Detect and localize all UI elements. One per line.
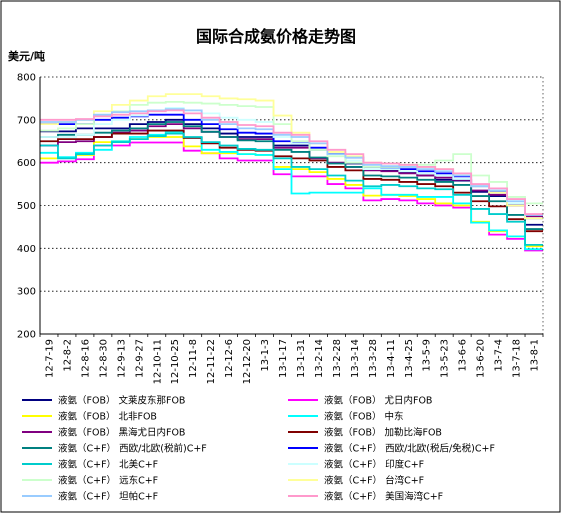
series-line-14 — [40, 109, 543, 215]
y-tick-label: 200 — [17, 330, 36, 341]
y-axis-unit-label: 美元/吨 — [8, 49, 45, 63]
legend-entry: 液氨（C+F） 坦帕C+F — [58, 491, 158, 503]
series-lines — [40, 93, 543, 252]
legend-entry: 液氨（FOB） 加勒比海FOB — [324, 427, 442, 439]
series-line-9 — [40, 132, 543, 246]
x-tick-label: 12-11-22 — [206, 339, 217, 384]
x-tick-label: 13-3-28 — [368, 339, 379, 378]
x-tick-label: 13-4-11 — [386, 339, 397, 378]
legend-entry: 液氨（FOB） 黑海尤日内FOB — [58, 427, 185, 439]
x-tick-label: 13-7-4 — [494, 339, 505, 372]
x-tick-label: 13-6-6 — [458, 339, 469, 372]
x-tick-label: 12-12-6 — [224, 339, 235, 378]
x-tick-label: 13-3-14 — [350, 339, 361, 378]
y-tick-labels: 200 300 400 500 600 700 800 — [17, 73, 36, 341]
x-tick-label: 12-7-19 — [44, 339, 55, 378]
x-tick-label: 12-9-27 — [134, 339, 145, 378]
x-tick-label: 13-2-28 — [332, 339, 343, 378]
legend-entry: 液氨（FOB） 文莱皮东那FOB — [58, 395, 185, 407]
y-tick-label: 700 — [17, 115, 36, 126]
legend-entry: 液氨（FOB） 中东 — [324, 411, 403, 423]
y-tick-label: 800 — [17, 73, 36, 84]
legend-entry: 液氨（FOB） 尤日内FOB — [324, 395, 432, 407]
x-tick-label: 12-9-13 — [116, 339, 127, 378]
series-line-13 — [40, 108, 543, 216]
axes — [39, 77, 544, 337]
legend-entry: 液氨（FOB） 北非FOB — [58, 411, 157, 423]
legend: 液氨（FOB） 文莱皮东那FOB 液氨（FOB） 尤日内FOB 液氨（FOB） 北非… — [22, 395, 495, 503]
x-tick-label: 13-8-1 — [530, 339, 541, 372]
x-tick-label: 12-12-20 — [242, 339, 253, 384]
y-tick-label: 300 — [17, 287, 36, 298]
x-tick-label: 13-1-17 — [278, 339, 289, 378]
x-tick-label: 12-10-25 — [170, 339, 181, 384]
x-tick-label: 13-6-20 — [476, 339, 487, 378]
x-tick-label: 13-2-14 — [314, 339, 325, 378]
legend-entry: 液氨（C+F） 印度C+F — [324, 459, 424, 471]
x-tick-label: 13-4-25 — [404, 339, 415, 378]
x-tick-label: 12-11-8 — [188, 339, 199, 378]
chart-title: 国际合成氨价格走势图 — [196, 27, 356, 46]
x-tick-label: 13-1-31 — [296, 339, 307, 378]
y-tick-label: 600 — [17, 158, 36, 169]
x-tick-label: 12-8-30 — [98, 339, 109, 378]
x-tick-label: 13-7-18 — [512, 339, 523, 378]
x-tick-label: 12-8-2 — [62, 339, 73, 372]
series-line-7 — [40, 121, 543, 230]
legend-entry: 液氨（C+F） 西欧/北欧(税前)C+F — [58, 443, 207, 455]
y-tick-label: 500 — [17, 201, 36, 212]
x-tick-label: 13-1-3 — [260, 339, 271, 372]
series-line-2 — [40, 141, 543, 252]
legend-entry: 液氨（C+F） 美国海湾C+F — [324, 491, 443, 503]
x-tick-label: 13-5-9 — [422, 339, 433, 372]
x-tick-label: 12-8-16 — [80, 339, 91, 378]
x-tick-label: 13-5-23 — [440, 339, 451, 378]
legend-entry: 液氨（C+F） 台湾C+F — [324, 475, 424, 487]
x-tick-labels: 12-7-19 12-8-2 12-8-16 12-8-30 12-9-13 12-9-2… — [44, 339, 540, 384]
legend-entry: 液氨（C+F） 北美C+F — [58, 459, 158, 471]
y-tick-label: 400 — [17, 244, 36, 255]
x-tick-label: 12-10-11 — [152, 339, 163, 384]
legend-entry: 液氨（C+F） 远东C+F — [58, 475, 158, 487]
legend-entry: 液氨（C+F） 西欧/北欧(税后/免税)C+F — [324, 443, 495, 455]
